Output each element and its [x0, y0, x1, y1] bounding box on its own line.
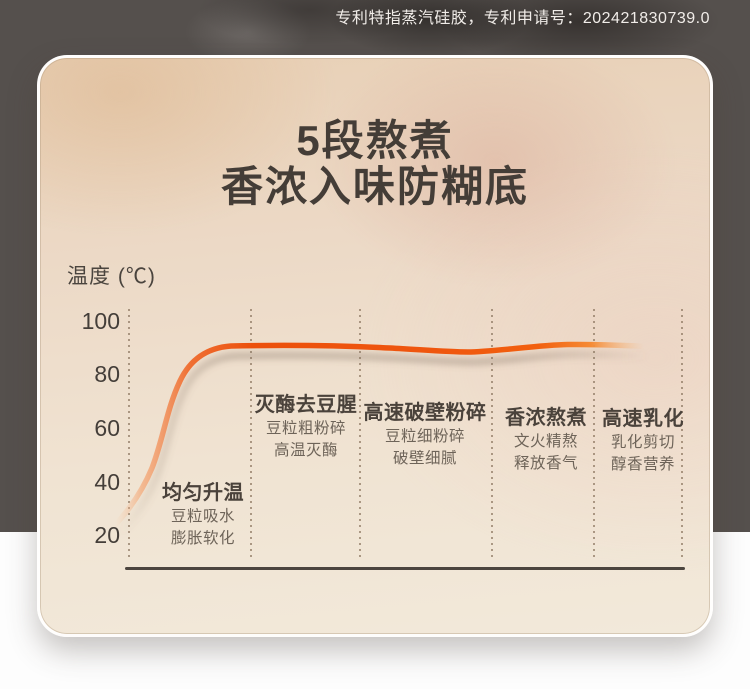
- stage-1-desc: 豆粒吸水: [170, 508, 235, 525]
- stage-2-desc: 高温灭酶: [273, 441, 338, 459]
- stage-1-title: 均匀升温: [162, 482, 244, 504]
- curve-line: [112, 341, 647, 528]
- stage-1-desc: 膨胀软化: [170, 529, 235, 547]
- stage-4-title: 香浓熬煮: [505, 407, 587, 429]
- stage-5-desc: 乳化剪切: [610, 434, 675, 451]
- stage-3-desc: 豆粒细粉碎: [384, 428, 465, 445]
- stage-separator-line: [491, 309, 493, 560]
- stage-5-label: 高速乳化 乳化剪切 醇香营养: [602, 406, 684, 475]
- stage-3-desc: 破壁细腻: [392, 449, 457, 467]
- title-line-1: 5段熬煮: [296, 117, 454, 164]
- stage-4-label: 香浓熬煮 文火精熬 释放香气: [505, 405, 587, 474]
- curve-shadow: [115, 350, 652, 539]
- y-tick-80: 80: [94, 361, 120, 387]
- y-tick-40: 40: [94, 469, 120, 495]
- stage-5-title: 高速乳化: [602, 408, 684, 430]
- stage-3-label: 高速破壁粉碎 豆粒细粉碎 破壁细腻: [364, 400, 487, 469]
- y-tick-100: 100: [81, 308, 120, 334]
- stage-separator-line: [593, 309, 595, 560]
- stage-2-title: 灭酶去豆腥: [254, 394, 358, 416]
- stage-separator-line: [250, 309, 252, 560]
- stage-2-desc: 豆粒粗粉碎: [265, 420, 346, 437]
- stage-4-desc: 释放香气: [513, 454, 578, 472]
- stage-2-label: 灭酶去豆腥 豆粒粗粉碎 高温灭酶: [255, 392, 358, 461]
- stage-separator-line: [359, 309, 361, 560]
- temperature-curve: [112, 341, 652, 539]
- stage-3-title: 高速破壁粉碎: [363, 402, 487, 424]
- patent-note: 专利特指蒸汽硅胶，专利申请号：202421830739.0: [335, 10, 710, 27]
- stage-separator-line: [128, 309, 130, 560]
- stage-4-desc: 文火精熬: [513, 433, 578, 450]
- stage-5-desc: 醇香营养: [610, 455, 675, 473]
- cooking-stages-card: 5段熬煮 香浓入味防糊底 温度 (℃) 100 80 60 40 20: [37, 55, 713, 637]
- stage-1-label: 均匀升温 豆粒吸水 膨胀软化: [162, 480, 244, 549]
- title-line-2: 香浓入味防糊底: [220, 163, 529, 210]
- y-tick-60: 60: [94, 415, 120, 441]
- page-title: 5段熬煮 香浓入味防糊底: [40, 118, 710, 210]
- y-axis-label: 温度 (℃): [67, 265, 156, 288]
- stage-separator-line: [681, 309, 683, 560]
- x-axis-line: [125, 567, 685, 570]
